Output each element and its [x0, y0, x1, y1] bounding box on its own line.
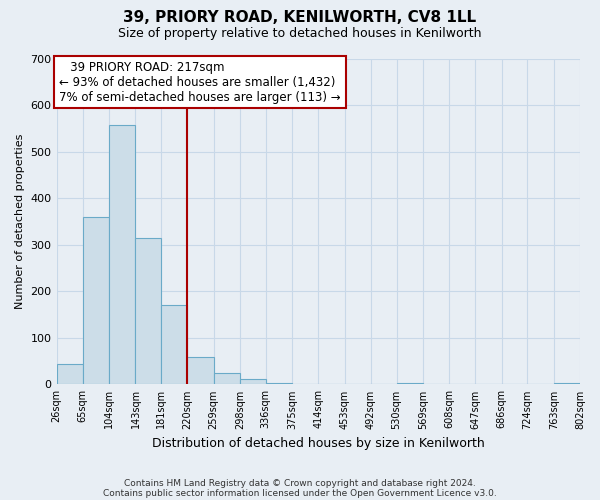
Bar [214, 373, 240, 384]
Bar [240, 379, 266, 384]
Bar [187, 356, 214, 384]
Text: 39 PRIORY ROAD: 217sqm
← 93% of detached houses are smaller (1,432)
7% of semi-d: 39 PRIORY ROAD: 217sqm ← 93% of detached… [59, 60, 341, 104]
Bar [83, 217, 109, 384]
Text: Size of property relative to detached houses in Kenilworth: Size of property relative to detached ho… [118, 28, 482, 40]
X-axis label: Distribution of detached houses by size in Kenilworth: Distribution of detached houses by size … [152, 437, 485, 450]
Bar [56, 364, 83, 384]
Text: Contains public sector information licensed under the Open Government Licence v3: Contains public sector information licen… [103, 488, 497, 498]
Bar [397, 383, 423, 384]
Bar [554, 382, 580, 384]
Bar [109, 125, 136, 384]
Y-axis label: Number of detached properties: Number of detached properties [15, 134, 25, 310]
Bar [161, 306, 187, 384]
Bar [136, 238, 161, 384]
Text: 39, PRIORY ROAD, KENILWORTH, CV8 1LL: 39, PRIORY ROAD, KENILWORTH, CV8 1LL [124, 10, 476, 25]
Text: Contains HM Land Registry data © Crown copyright and database right 2024.: Contains HM Land Registry data © Crown c… [124, 478, 476, 488]
Bar [266, 382, 292, 384]
